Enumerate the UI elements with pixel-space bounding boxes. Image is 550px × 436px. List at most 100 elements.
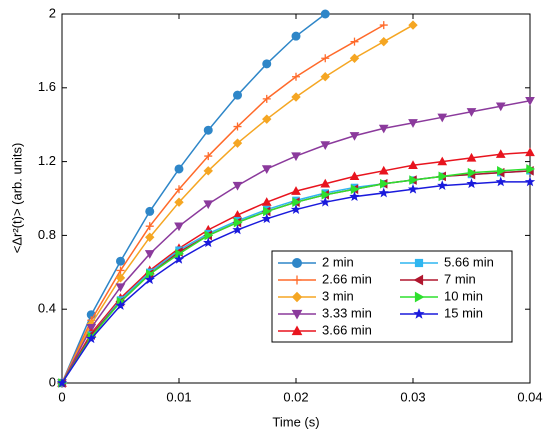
legend-label: 7 min (444, 271, 476, 286)
marker (175, 185, 183, 194)
marker (115, 283, 126, 293)
marker (525, 97, 535, 106)
legend-marker (414, 291, 425, 303)
y-tick-label: 1.2 (38, 153, 56, 168)
marker (204, 152, 213, 161)
marker (408, 20, 418, 30)
legend-marker (291, 291, 303, 303)
marker (262, 94, 271, 103)
marker (378, 187, 389, 198)
marker (380, 178, 389, 189)
marker (145, 222, 154, 231)
x-tick-label: 0.01 (166, 389, 191, 404)
marker (291, 31, 301, 41)
marker (467, 167, 477, 178)
marker (233, 217, 243, 228)
marker (466, 152, 477, 162)
marker (292, 197, 302, 208)
marker (349, 191, 360, 202)
marker (349, 171, 360, 181)
marker (350, 37, 359, 46)
marker (524, 176, 536, 187)
marker (525, 147, 535, 157)
y-tick-label: 2 (49, 5, 56, 20)
marker (144, 250, 155, 259)
marker (261, 213, 272, 224)
marker (115, 273, 126, 283)
marker (321, 189, 331, 200)
legend-label: 3.33 min (322, 305, 372, 320)
marker (292, 72, 300, 81)
legend-label: 3 min (322, 288, 354, 303)
marker (349, 53, 360, 63)
marker (203, 200, 214, 210)
marker (116, 266, 125, 275)
marker (145, 206, 155, 216)
x-tick-label: 0.04 (517, 389, 542, 404)
marker (116, 256, 125, 266)
marker (173, 253, 185, 264)
marker (409, 175, 419, 185)
x-tick-label: 0.02 (283, 389, 308, 404)
legend-marker (291, 309, 303, 320)
legend-label: 2 min (322, 254, 354, 269)
marker (86, 333, 97, 344)
legend-label: 10 min (444, 288, 483, 303)
marker (261, 165, 272, 175)
legend-marker (292, 275, 302, 285)
marker (466, 178, 477, 189)
marker (262, 59, 272, 69)
marker (145, 232, 155, 242)
marker (144, 274, 155, 285)
marker (495, 176, 506, 187)
marker (437, 180, 448, 190)
marker (379, 21, 388, 30)
marker (291, 152, 301, 162)
marker (379, 36, 389, 47)
x-tick-label: 0.03 (400, 389, 425, 404)
y-axis-label: <Δr²(t)> (arb. units) (9, 143, 24, 254)
series-line (61, 24, 385, 384)
marker (204, 230, 214, 241)
marker (262, 114, 272, 124)
marker (526, 164, 536, 174)
marker (203, 166, 213, 176)
legend-marker (292, 258, 302, 268)
marker (174, 197, 184, 207)
marker (263, 206, 272, 217)
marker (437, 156, 448, 166)
marker (437, 113, 448, 123)
marker (321, 54, 330, 63)
y-tick-label: 0.4 (38, 301, 56, 316)
marker (320, 141, 331, 151)
legend-marker (413, 274, 424, 286)
marker (290, 204, 302, 214)
marker (495, 102, 506, 112)
marker (350, 184, 360, 195)
marker (291, 92, 301, 102)
marker (233, 90, 242, 100)
marker (291, 186, 301, 195)
marker (495, 149, 506, 158)
marker (497, 165, 506, 176)
marker (320, 72, 330, 82)
marker (378, 165, 389, 175)
marker (232, 181, 243, 191)
marker (466, 108, 477, 117)
marker (408, 160, 418, 169)
marker (86, 323, 97, 333)
legend-marker (414, 258, 424, 268)
marker (407, 183, 419, 194)
marker (232, 224, 243, 235)
marker (438, 171, 448, 182)
marker (261, 197, 272, 206)
y-tick-label: 1.6 (38, 79, 56, 94)
marker (115, 300, 126, 310)
marker (233, 122, 242, 131)
legend-marker (291, 325, 303, 336)
x-axis-label: Time (s) (272, 414, 319, 429)
legend-label: 5.66 min (444, 254, 494, 269)
legend-label: 2.66 min (322, 271, 372, 286)
marker (232, 138, 243, 148)
y-tick-label: 0 (49, 374, 56, 389)
